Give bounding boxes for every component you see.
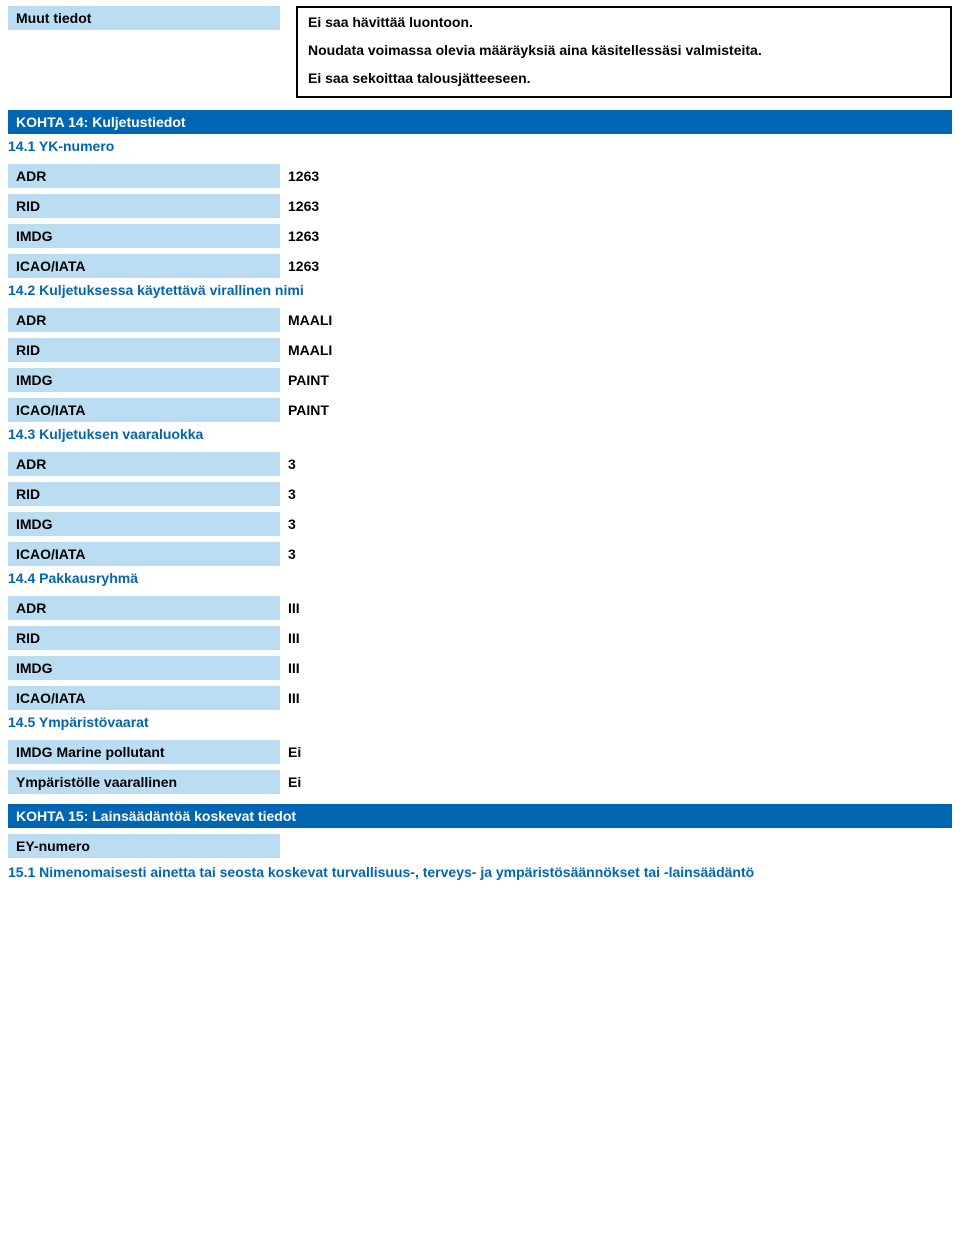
row-label: RID (8, 482, 280, 506)
row-label: IMDG (8, 656, 280, 680)
row-value: 3 (280, 452, 952, 476)
row-label: RID (8, 194, 280, 218)
row-value: III (280, 596, 952, 620)
section-15-header: KOHTA 15: Lainsäädäntöä koskevat tiedot (8, 804, 952, 828)
table-row: Ympäristölle vaarallinen Ei (8, 770, 952, 794)
row-value: 1263 (280, 194, 952, 218)
row-label: RID (8, 626, 280, 650)
row-label: ADR (8, 164, 280, 188)
other-info-row: Muut tiedot Ei saa hävittää luontoon. No… (8, 6, 952, 98)
table-row: IMDG 3 (8, 512, 952, 536)
row-value: 1263 (280, 224, 952, 248)
sub-14-2: 14.2 Kuljetuksessa käytettävä virallinen… (8, 278, 952, 302)
ey-row: EY-numero (8, 834, 952, 858)
row-value: 3 (280, 512, 952, 536)
info-line-1: Ei saa hävittää luontoon. (308, 14, 940, 30)
row-value: 3 (280, 542, 952, 566)
row-value: MAALI (280, 308, 952, 332)
sub-14-5: 14.5 Ympäristövaarat (8, 710, 952, 734)
table-row: ICAO/IATA III (8, 686, 952, 710)
row-value: 1263 (280, 254, 952, 278)
row-label: IMDG Marine pollutant (8, 740, 280, 764)
row-value: III (280, 626, 952, 650)
table-row: RID MAALI (8, 338, 952, 362)
info-line-3: Ei saa sekoittaa talousjätteeseen. (308, 70, 940, 86)
info-line-2: Noudata voimassa olevia määräyksiä aina … (308, 42, 940, 58)
row-label: ADR (8, 452, 280, 476)
row-label: IMDG (8, 512, 280, 536)
table-row: IMDG Marine pollutant Ei (8, 740, 952, 764)
table-row: ICAO/IATA PAINT (8, 398, 952, 422)
table-row: RID III (8, 626, 952, 650)
row-value: MAALI (280, 338, 952, 362)
sub-14-3: 14.3 Kuljetuksen vaaraluokka (8, 422, 952, 446)
table-row: IMDG PAINT (8, 368, 952, 392)
table-row: ADR 1263 (8, 164, 952, 188)
row-value: Ei (280, 740, 952, 764)
row-label: ADR (8, 596, 280, 620)
row-label: ICAO/IATA (8, 398, 280, 422)
row-label: ICAO/IATA (8, 254, 280, 278)
sub-15-1: 15.1 Nimenomaisesti ainetta tai seosta k… (8, 858, 952, 880)
ey-label: EY-numero (8, 834, 280, 858)
table-row: RID 1263 (8, 194, 952, 218)
row-label: ADR (8, 308, 280, 332)
row-label: ICAO/IATA (8, 542, 280, 566)
other-info-label: Muut tiedot (8, 6, 280, 30)
table-row: ICAO/IATA 3 (8, 542, 952, 566)
row-value: 3 (280, 482, 952, 506)
table-row: RID 3 (8, 482, 952, 506)
row-value: PAINT (280, 368, 952, 392)
section-14-header: KOHTA 14: Kuljetustiedot (8, 110, 952, 134)
row-label: IMDG (8, 224, 280, 248)
table-row: ADR 3 (8, 452, 952, 476)
table-row: ICAO/IATA 1263 (8, 254, 952, 278)
row-label: ICAO/IATA (8, 686, 280, 710)
row-value: PAINT (280, 398, 952, 422)
table-row: IMDG III (8, 656, 952, 680)
row-label: IMDG (8, 368, 280, 392)
row-label: Ympäristölle vaarallinen (8, 770, 280, 794)
row-value: III (280, 686, 952, 710)
sub-14-1: 14.1 YK-numero (8, 134, 952, 158)
row-value: 1263 (280, 164, 952, 188)
table-row: IMDG 1263 (8, 224, 952, 248)
table-row: ADR MAALI (8, 308, 952, 332)
sub-14-4: 14.4 Pakkausryhmä (8, 566, 952, 590)
row-value: Ei (280, 770, 952, 794)
row-value: III (280, 656, 952, 680)
table-row: ADR III (8, 596, 952, 620)
row-label: RID (8, 338, 280, 362)
other-info-box: Ei saa hävittää luontoon. Noudata voimas… (296, 6, 952, 98)
